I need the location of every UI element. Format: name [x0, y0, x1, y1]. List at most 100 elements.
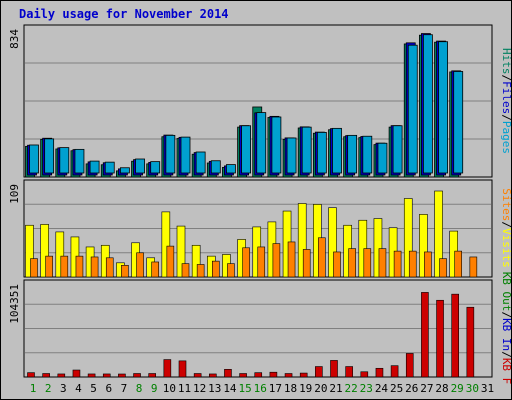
x-tick-label: 12 — [193, 382, 206, 395]
x-tick-label: 10 — [163, 382, 176, 395]
bar-kb-f — [451, 293, 460, 378]
x-tick-label: 11 — [178, 382, 191, 395]
bar-sites — [136, 252, 144, 278]
bar-kb-f — [193, 373, 202, 378]
legend-item: KB In — [500, 318, 512, 351]
bar-visits — [55, 231, 65, 278]
x-tick-label: 13 — [208, 382, 221, 395]
bar-pages — [377, 142, 388, 174]
bar-sites — [272, 243, 281, 278]
bar-sites — [393, 250, 402, 278]
bar-pages — [74, 148, 85, 174]
x-tick-label: 1 — [30, 382, 37, 395]
legend-item: KB F — [500, 358, 512, 385]
bar-sites — [151, 261, 159, 278]
bar-kb-f — [345, 366, 353, 378]
bar-kb-f — [133, 373, 141, 378]
bar-visits — [161, 211, 171, 278]
bar-kb-f — [360, 371, 369, 378]
bar-pages — [362, 135, 373, 174]
chart-title: Daily usage for November 2014 — [19, 7, 229, 21]
x-tick-label: 28 — [435, 382, 448, 395]
bar-kb-f — [390, 365, 399, 378]
bar-visits — [191, 244, 201, 278]
y-max-label-middle: 109 — [8, 184, 21, 204]
bar-kb-f — [102, 373, 111, 378]
bar-pages — [29, 144, 39, 174]
bar-kb-f — [436, 299, 444, 378]
bar-kb-f — [72, 369, 81, 378]
bar-sites — [408, 250, 417, 278]
bar-sites — [75, 255, 84, 278]
bar-kb-f — [299, 372, 308, 378]
bar-pages — [392, 125, 403, 174]
bar-sites — [333, 251, 341, 278]
bar-pages — [347, 134, 358, 174]
bar-visits — [25, 224, 34, 278]
x-tick-label: 29 — [451, 382, 464, 395]
y-max-label-bottom: 104351 — [8, 284, 21, 324]
legend-top: Hits/Files/Pages — [500, 48, 512, 154]
bar-visits — [373, 218, 383, 278]
bar-pages — [316, 131, 327, 174]
bar-visits — [434, 190, 443, 278]
bar-sites — [105, 257, 114, 278]
legend-middle: Sites/Visits — [500, 188, 512, 268]
legend-item: KB Out — [500, 272, 512, 312]
bar-sites — [227, 263, 235, 278]
x-tick-label: 21 — [329, 382, 342, 395]
x-tick-label: 4 — [75, 382, 82, 395]
bar-sites — [45, 255, 53, 278]
bar-visits — [419, 214, 428, 278]
bar-sites — [196, 264, 205, 278]
bar-pages — [120, 167, 130, 174]
bar-kb-f — [57, 373, 66, 378]
x-tick-label: 9 — [151, 382, 158, 395]
legend-item: Pages — [500, 121, 512, 154]
bar-sites — [348, 248, 356, 278]
bar-pages — [195, 151, 206, 174]
bar-sites — [454, 250, 463, 278]
bar-visits — [328, 207, 337, 278]
bar-kb-f — [269, 371, 278, 378]
bar-pages — [210, 160, 221, 174]
bar-pages — [150, 161, 161, 174]
bar-kb-f — [27, 372, 35, 378]
bar-kb-f — [178, 360, 187, 378]
x-tick-label: 20 — [314, 382, 327, 395]
bar-visits — [176, 225, 186, 278]
bar-kb-f — [330, 360, 338, 378]
legend-item: Files — [500, 81, 512, 114]
bar-pages — [256, 112, 267, 174]
x-tick-label: 15 — [238, 382, 251, 395]
legend-bottom: KB Out/KB In/KB F — [500, 272, 512, 385]
bar-kb-f — [209, 373, 217, 378]
x-tick-label: 24 — [375, 382, 389, 395]
x-tick-label: 16 — [254, 382, 267, 395]
bar-sites — [363, 248, 372, 278]
bar-sites — [469, 256, 478, 278]
bar-sites — [166, 245, 175, 278]
y-max-label-top: 834 — [8, 29, 21, 49]
legend-text-top: Hits/Files/Pages — [500, 48, 512, 154]
bar-pages — [44, 138, 55, 174]
bar-sites — [242, 247, 250, 278]
bar-kb-f — [254, 372, 263, 378]
legend-item: Hits — [500, 48, 512, 75]
x-tick-label: 6 — [105, 382, 112, 395]
bar-kb-f — [466, 306, 475, 378]
x-tick-label: 27 — [420, 382, 433, 395]
bar-pages — [241, 125, 252, 174]
bar-pages — [332, 127, 342, 174]
legend-text-middle: Sites/Visits — [500, 188, 512, 268]
bar-pages — [438, 41, 448, 174]
bar-sites — [90, 256, 99, 278]
bar-sites — [30, 258, 38, 278]
bar-kb-f — [163, 359, 172, 378]
bar-kb-f — [87, 373, 96, 378]
x-tick-label: 19 — [299, 382, 312, 395]
bar-kb-f — [284, 373, 293, 378]
bar-pages — [89, 160, 100, 174]
x-tick-label: 18 — [284, 382, 297, 395]
bar-kb-f — [148, 373, 156, 378]
